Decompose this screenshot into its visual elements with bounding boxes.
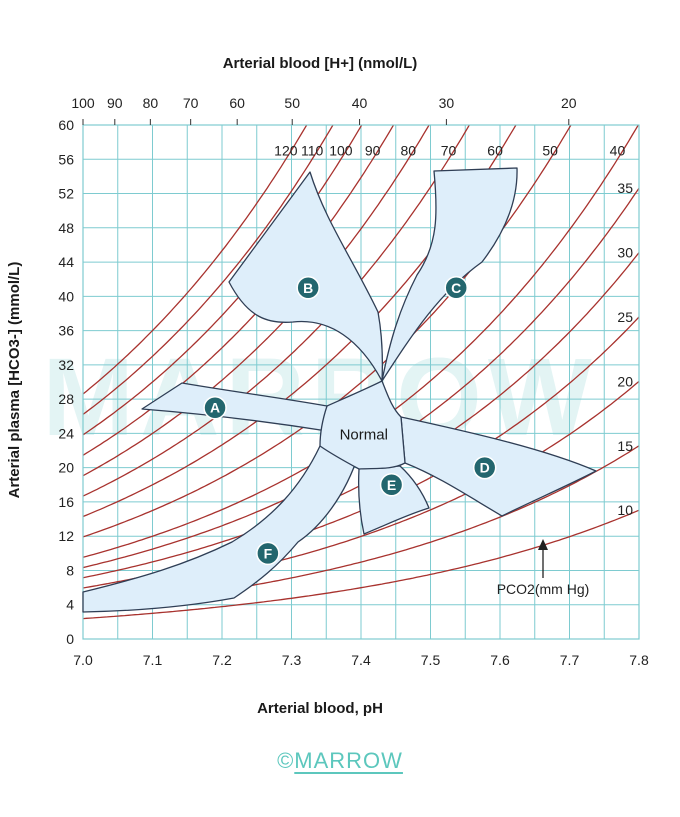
x-axis-title: Arterial blood, pH <box>257 700 383 717</box>
isobar-line <box>83 125 395 456</box>
isobar-line <box>83 125 430 477</box>
isobar-line <box>83 125 308 395</box>
brand-name: MARROW <box>294 748 403 773</box>
y-axis-title: Arterial plasma [HCO3-] (mmol/L) <box>6 262 23 499</box>
isobar-label: 90 <box>365 142 381 158</box>
y-tick-label: 36 <box>58 323 74 339</box>
top-tick-label: 90 <box>107 95 123 111</box>
x-tick-label: 7.3 <box>282 652 302 668</box>
isobar-label: 15 <box>617 438 633 454</box>
isobar-label: 80 <box>400 142 416 158</box>
plot-frame <box>82 124 640 640</box>
x-tick-label: 7.2 <box>212 652 232 668</box>
x-tick-label: 7.1 <box>143 652 163 668</box>
y-tick-label: 48 <box>58 220 74 236</box>
region-marker <box>256 541 280 566</box>
top-axis-title: Arterial blood [H+] (nmol/L) <box>223 55 418 72</box>
isobar-line <box>83 509 639 620</box>
region-letter: B <box>303 280 313 296</box>
y-tick-label: 16 <box>58 494 74 510</box>
top-tick-label: 30 <box>439 95 455 111</box>
pco2-isobars <box>83 125 639 620</box>
y-tick-label: 40 <box>58 288 74 304</box>
top-tick-label: 100 <box>71 95 95 111</box>
isobar-label: 25 <box>617 309 633 325</box>
isobar-line <box>83 125 471 497</box>
region-marker <box>296 276 320 300</box>
copyright-symbol: © <box>277 748 295 773</box>
x-tick-label: 7.6 <box>490 652 510 668</box>
isobar-label: 10 <box>617 502 633 518</box>
y-tick-label: 12 <box>58 528 74 544</box>
region-letter: C <box>451 280 461 296</box>
y-tick-label: 8 <box>66 562 74 578</box>
region-letter: F <box>264 545 273 561</box>
isobar-labels: 120 110 100 90 80 70 60 50 40 35 30 25 20 15 10 <box>274 142 633 518</box>
region-f-shape <box>82 445 360 613</box>
top-tick-label: 20 <box>561 95 577 111</box>
top-tick-label: 60 <box>229 95 245 111</box>
region-marker <box>203 395 227 420</box>
isobar-line <box>83 125 334 415</box>
isobar-label: 60 <box>487 142 503 158</box>
region-marker <box>444 276 468 300</box>
x-tick-label: 7.5 <box>421 652 441 668</box>
y-tick-label: 0 <box>66 631 74 647</box>
x-tick-label: 7.8 <box>629 652 649 668</box>
normal-label: Normal <box>340 426 388 443</box>
top-tick-label: 70 <box>183 95 199 111</box>
isobar-label: 110 <box>301 142 324 158</box>
top-tick-label: 50 <box>284 95 300 111</box>
region-c-shape <box>381 167 518 382</box>
y-tick-label: 4 <box>66 597 74 613</box>
region-letter: A <box>210 400 220 416</box>
y-tick-label: 32 <box>58 357 74 373</box>
isobar-label: 100 <box>329 142 353 158</box>
isobar-label: 35 <box>617 180 633 196</box>
y-tick-label: 28 <box>58 391 74 407</box>
y-tick-label: 52 <box>58 186 74 202</box>
y-tick-label: 56 <box>58 151 74 167</box>
region-letter: E <box>387 477 396 493</box>
x-tick-label: 7.7 <box>560 652 580 668</box>
isobar-label: 30 <box>617 245 633 261</box>
y-tick-label: 60 <box>58 117 74 133</box>
isobar-label: 70 <box>441 142 457 158</box>
y-tick-label: 24 <box>58 425 74 441</box>
region-marker <box>472 455 497 480</box>
y-tick-label: 44 <box>58 254 74 270</box>
region-normal-shape <box>319 380 406 470</box>
region-d-shape <box>400 416 597 517</box>
isobar-line <box>83 125 363 436</box>
y-tick-label: 20 <box>58 460 74 476</box>
top-tick-label: 80 <box>143 95 159 111</box>
footer: ©MARROW <box>0 748 680 774</box>
x-tick-label: 7.4 <box>351 652 371 668</box>
pco2-arrowhead <box>538 539 548 550</box>
isobar-label: 20 <box>617 373 633 389</box>
isobar-label: 50 <box>542 142 558 158</box>
isobar-label: 120 <box>274 142 298 158</box>
top-tick-label: 40 <box>352 95 368 111</box>
region-letter: D <box>480 460 490 476</box>
pco2-label: PCO2(mm Hg) <box>497 581 590 597</box>
isobar-label: 40 <box>610 142 626 158</box>
region-marker <box>379 473 404 497</box>
region-markers: A B C D E F Normal <box>203 276 497 566</box>
x-tick-label: 7.0 <box>73 652 93 668</box>
region-e-shape <box>358 465 430 535</box>
